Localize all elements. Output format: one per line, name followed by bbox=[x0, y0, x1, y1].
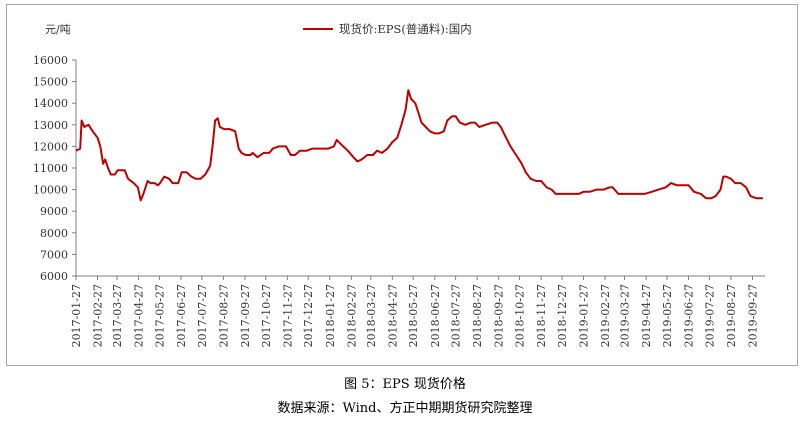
x-tick-label: 2018-10-27 bbox=[514, 284, 527, 347]
x-tick-label: 2018-12-27 bbox=[556, 284, 569, 347]
y-tick-label: 13000 bbox=[33, 119, 68, 132]
x-tick-label: 2017-07-27 bbox=[196, 284, 209, 347]
x-tick-label: 2018-02-27 bbox=[345, 284, 358, 347]
x-tick-label: 2019-04-27 bbox=[640, 284, 653, 347]
y-axis: 6000 7000 8000 9000 10000 11000 12000 13000 1400… bbox=[33, 54, 77, 283]
x-tick-label: 2017-04-27 bbox=[133, 284, 146, 347]
x-tick-label: 2018-01-27 bbox=[324, 284, 337, 347]
x-tick-label: 2018-11-27 bbox=[535, 284, 548, 347]
y-tick-label: 9000 bbox=[40, 205, 68, 218]
x-tick-label: 2017-05-27 bbox=[153, 284, 166, 347]
x-tick-label: 2017-12-27 bbox=[302, 284, 315, 347]
x-tick-label: 2017-08-27 bbox=[217, 284, 230, 347]
y-tick-label: 16000 bbox=[33, 54, 68, 67]
y-tick-label: 10000 bbox=[33, 184, 68, 197]
y-tick-label: 15000 bbox=[33, 76, 68, 89]
y-tick-label: 12000 bbox=[33, 140, 68, 153]
x-tick-label: 2019-06-27 bbox=[683, 284, 696, 347]
x-tick-label: 2018-07-27 bbox=[450, 284, 463, 347]
x-tick-label: 2017-10-27 bbox=[260, 284, 273, 347]
line-chart: 现货价:EPS(普通料):国内 元/吨 6000 7000 8000 9000 1000… bbox=[33, 22, 765, 347]
x-tick-label: 2018-06-27 bbox=[429, 284, 442, 347]
x-tick-label: 2017-03-27 bbox=[111, 284, 124, 347]
y-tick-label: 11000 bbox=[33, 162, 68, 175]
x-tick-label: 2018-03-27 bbox=[365, 284, 378, 347]
x-tick-label: 2017-09-27 bbox=[239, 284, 252, 347]
series-line bbox=[75, 89, 763, 202]
x-tick-label: 2019-09-27 bbox=[746, 284, 759, 347]
x-tick-label: 2017-11-27 bbox=[281, 284, 294, 347]
x-tick-label: 2018-05-27 bbox=[407, 284, 420, 347]
x-tick-label: 2019-05-27 bbox=[661, 284, 674, 347]
x-tick-label: 2019-02-27 bbox=[599, 284, 612, 347]
legend: 现货价:EPS(普通料):国内 bbox=[303, 22, 472, 36]
x-tick-label: 2019-07-27 bbox=[703, 284, 716, 347]
x-axis: 2017-01-27 2017-02-27 2017-03-27 2017-04-27… bbox=[70, 275, 765, 347]
x-tick-label: 2017-06-27 bbox=[175, 284, 188, 347]
x-tick-label: 2018-04-27 bbox=[386, 284, 399, 347]
y-tick-label: 14000 bbox=[33, 97, 68, 110]
x-tick-label: 2018-08-27 bbox=[471, 284, 484, 347]
x-tick-label: 2019-08-27 bbox=[725, 284, 738, 347]
y-tick-label: 6000 bbox=[40, 270, 68, 283]
x-tick-label: 2017-02-27 bbox=[92, 284, 105, 347]
x-tick-label: 2019-03-27 bbox=[619, 284, 632, 347]
data-source: 数据来源：Wind、方正中期期货研究院整理 bbox=[277, 401, 533, 416]
x-tick-label: 2018-09-27 bbox=[493, 284, 506, 347]
y-tick-label: 7000 bbox=[40, 248, 68, 261]
figure-caption: 图 5：EPS 现货价格 bbox=[344, 377, 466, 392]
x-tick-label: 2019-01-27 bbox=[578, 284, 591, 347]
y-tick-label: 8000 bbox=[40, 227, 68, 240]
y-axis-unit-label: 元/吨 bbox=[45, 23, 71, 36]
legend-label: 现货价:EPS(普通料):国内 bbox=[339, 22, 472, 36]
chart-frame bbox=[6, 4, 798, 366]
x-tick-label: 2017-01-27 bbox=[70, 284, 83, 347]
